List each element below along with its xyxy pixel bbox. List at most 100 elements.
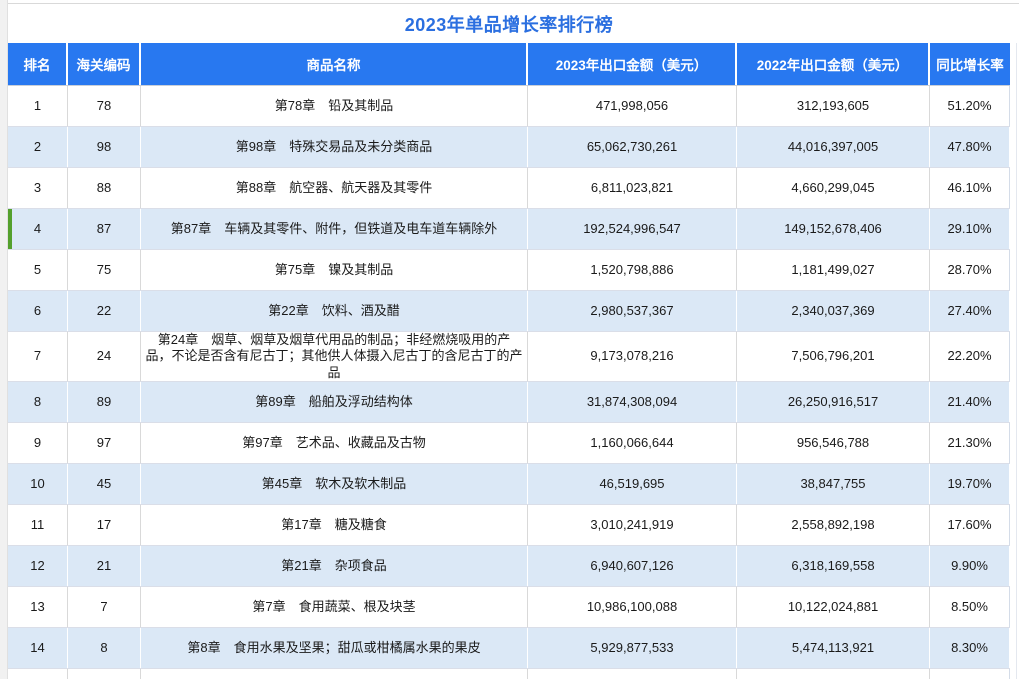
rank-cell: 1 [8, 86, 68, 126]
table-row[interactable]: 7 24 第24章 烟草、烟草及烟草代用品的制品；非经燃烧吸用的产品，不论是否含… [8, 332, 1010, 382]
hs-code-cell: 22 [68, 291, 141, 331]
product-name-cell: 第87章 车辆及其零件、附件，但铁道及电车道车辆除外 [141, 209, 528, 249]
amount-2023-cell: 192,524,996,547 [528, 209, 737, 249]
amount-2023-cell: 6,940,607,126 [528, 546, 737, 586]
growth-rate-cell: 8.50% [930, 587, 1010, 627]
table-cell [528, 669, 737, 679]
amount-2023-cell: 2,980,537,367 [528, 291, 737, 331]
header-growth-rate: 同比增长率 [936, 58, 1004, 73]
product-name-cell: 第89章 船舶及浮动结构体 [141, 382, 528, 422]
table-cell [8, 669, 68, 679]
rank-cell: 2 [8, 127, 68, 167]
growth-rate-cell: 21.40% [930, 382, 1010, 422]
amount-2022-cell: 2,558,892,198 [737, 505, 930, 545]
amount-2023-cell: 6,811,023,821 [528, 168, 737, 208]
growth-rate-cell: 27.40% [930, 291, 1010, 331]
amount-2022-cell: 44,016,397,005 [737, 127, 930, 167]
rank-cell: 14 [8, 628, 68, 668]
growth-rate-cell: 51.20% [930, 86, 1010, 126]
table-row[interactable]: 5 75 第75章 镍及其制品 1,520,798,886 1,181,499,… [8, 250, 1010, 291]
growth-rate-cell: 47.80% [930, 127, 1010, 167]
product-name-cell: 第78章 铅及其制品 [141, 86, 528, 126]
amount-2023-cell: 10,986,100,088 [528, 587, 737, 627]
rank-cell: 9 [8, 423, 68, 463]
product-name-cell: 第21章 杂项食品 [141, 546, 528, 586]
header-2022-amount: 2022年出口金额（美元） [737, 43, 930, 85]
amount-2022-cell: 6,318,169,558 [737, 546, 930, 586]
table-row[interactable]: 9 97 第97章 艺术品、收藏品及古物 1,160,066,644 956,5… [8, 423, 1010, 464]
table-row[interactable]: 8 89 第89章 船舶及浮动结构体 31,874,308,094 26,250… [8, 382, 1010, 423]
table-header-row: 排名 海关编码 商品名称 2023年出口金额（美元） 2022年出口金额（美元）… [8, 43, 1010, 86]
amount-2023-cell: 31,874,308,094 [528, 382, 737, 422]
amount-2023-cell: 9,173,078,216 [528, 332, 737, 381]
rank-cell: 6 [8, 291, 68, 331]
header-2023-amount: 2023年出口金额（美元） [528, 43, 737, 85]
rank-cell: 3 [8, 168, 68, 208]
amount-2022-cell: 38,847,755 [737, 464, 930, 504]
hs-code-cell: 8 [68, 628, 141, 668]
amount-2022-cell: 312,193,605 [737, 86, 930, 126]
rank-cell: 7 [8, 332, 68, 381]
header-product-name: 商品名称 [141, 43, 528, 85]
table-row[interactable]: 14 8 第8章 食用水果及坚果；甜瓜或柑橘属水果的果皮 5,929,877,5… [8, 628, 1010, 669]
hs-code-cell: 21 [68, 546, 141, 586]
hs-code-cell: 98 [68, 127, 141, 167]
top-divider-line [8, 3, 1019, 4]
left-gutter [0, 0, 8, 679]
product-name-cell: 第98章 特殊交易品及未分类商品 [141, 127, 528, 167]
amount-2023-cell: 5,929,877,533 [528, 628, 737, 668]
hs-code-cell: 87 [68, 209, 141, 249]
hs-code-cell: 7 [68, 587, 141, 627]
amount-2022-cell: 5,474,113,921 [737, 628, 930, 668]
product-name-cell: 第22章 饮料、酒及醋 [141, 291, 528, 331]
rank-cell: 12 [8, 546, 68, 586]
product-name-cell: 第75章 镍及其制品 [141, 250, 528, 290]
amount-2023-cell: 65,062,730,261 [528, 127, 737, 167]
rank-cell: 4 [8, 209, 68, 249]
amount-2023-cell: 46,519,695 [528, 464, 737, 504]
ranking-table: 排名 海关编码 商品名称 2023年出口金额（美元） 2022年出口金额（美元）… [8, 43, 1010, 679]
table-row[interactable]: 13 7 第7章 食用蔬菜、根及块茎 10,986,100,088 10,122… [8, 587, 1010, 628]
amount-2023-cell: 1,520,798,886 [528, 250, 737, 290]
rank-cell: 5 [8, 250, 68, 290]
growth-rate-cell: 19.70% [930, 464, 1010, 504]
amount-2022-cell: 149,152,678,406 [737, 209, 930, 249]
rank-cell: 13 [8, 587, 68, 627]
table-row[interactable]: 4 87 第87章 车辆及其零件、附件，但铁道及电车道车辆除外 192,524,… [8, 209, 1010, 250]
amount-2023-cell: 1,160,066,644 [528, 423, 737, 463]
product-name-cell: 第8章 食用水果及坚果；甜瓜或柑橘属水果的果皮 [141, 628, 528, 668]
table-cell [141, 669, 528, 679]
table-cell [68, 669, 141, 679]
header-hs-code: 海关编码 [68, 43, 141, 85]
rank-cell: 11 [8, 505, 68, 545]
title-band: 2023年单品增长率排行榜 [8, 4, 1010, 43]
amount-2022-cell: 10,122,024,881 [737, 587, 930, 627]
product-name-cell: 第24章 烟草、烟草及烟草代用品的制品；非经燃烧吸用的产品，不论是否含有尼古丁；… [141, 332, 528, 381]
table-row[interactable]: 6 22 第22章 饮料、酒及醋 2,980,537,367 2,340,037… [8, 291, 1010, 332]
growth-rate-cell: 29.10% [930, 209, 1010, 249]
header-rank: 排名 [8, 43, 68, 85]
product-name-cell: 第17章 糖及糖食 [141, 505, 528, 545]
rank-cell: 10 [8, 464, 68, 504]
table-row[interactable]: 10 45 第45章 软木及软木制品 46,519,695 38,847,755… [8, 464, 1010, 505]
partial-next-row [8, 669, 1010, 679]
hs-code-cell: 88 [68, 168, 141, 208]
growth-rate-cell: 9.90% [930, 546, 1010, 586]
table-row[interactable]: 2 98 第98章 特殊交易品及未分类商品 65,062,730,261 44,… [8, 127, 1010, 168]
amount-2022-cell: 1,181,499,027 [737, 250, 930, 290]
page-title: 2023年单品增长率排行榜 [404, 14, 614, 35]
table-row[interactable]: 12 21 第21章 杂项食品 6,940,607,126 6,318,169,… [8, 546, 1010, 587]
table-row[interactable]: 1 78 第78章 铅及其制品 471,998,056 312,193,605 … [8, 86, 1010, 127]
table-row[interactable]: 11 17 第17章 糖及糖食 3,010,241,919 2,558,892,… [8, 505, 1010, 546]
product-name-cell: 第7章 食用蔬菜、根及块茎 [141, 587, 528, 627]
product-name-cell: 第88章 航空器、航天器及其零件 [141, 168, 528, 208]
hs-code-cell: 89 [68, 382, 141, 422]
table-body: 1 78 第78章 铅及其制品 471,998,056 312,193,605 … [8, 86, 1010, 669]
growth-rate-cell: 46.10% [930, 168, 1010, 208]
amount-2022-cell: 956,546,788 [737, 423, 930, 463]
table-row[interactable]: 3 88 第88章 航空器、航天器及其零件 6,811,023,821 4,66… [8, 168, 1010, 209]
growth-rate-cell: 21.30% [930, 423, 1010, 463]
hs-code-cell: 24 [68, 332, 141, 381]
amount-2022-cell: 4,660,299,045 [737, 168, 930, 208]
